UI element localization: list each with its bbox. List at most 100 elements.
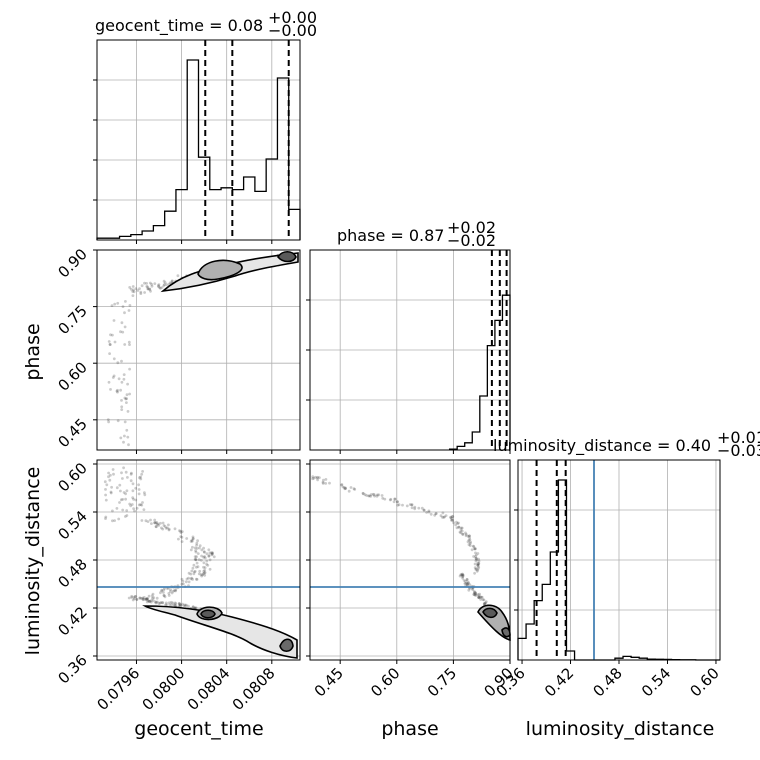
sample-point [154, 525, 158, 528]
sample-point [475, 558, 479, 562]
sample-point [113, 340, 117, 344]
sample-point [203, 566, 207, 570]
sample-point [113, 519, 116, 522]
y-axis-label-phase: phase [22, 323, 44, 380]
sample-point [361, 491, 365, 495]
sample-point [193, 570, 196, 574]
x-tick-label-luminosity-distance: 0.60 [686, 664, 722, 700]
sample-point [109, 473, 112, 477]
sample-point [194, 606, 198, 610]
sample-point [392, 500, 396, 504]
sample-point [380, 494, 384, 497]
sample-point [195, 543, 199, 547]
sample-point [176, 274, 180, 278]
sample-point [146, 287, 150, 291]
sample-point [205, 559, 209, 563]
sample-point [476, 593, 480, 596]
sample-point [169, 600, 173, 604]
sample-point [474, 556, 478, 560]
sample-point [125, 428, 129, 432]
sample-point [207, 554, 211, 558]
sample-point [126, 435, 130, 439]
sample-point [132, 290, 136, 294]
sample-point [139, 290, 143, 294]
sample-point [164, 603, 168, 607]
sample-point [395, 500, 399, 504]
sample-point [483, 602, 487, 605]
sample-point [124, 470, 128, 474]
sample-point [473, 593, 477, 597]
sample-point [180, 535, 184, 539]
sample-point [315, 476, 319, 480]
sample-point [143, 491, 146, 495]
sample-point [449, 516, 453, 519]
sample-point [474, 559, 478, 563]
sample-point [134, 287, 138, 290]
sample-point [185, 537, 189, 540]
sample-point [441, 516, 444, 519]
sample-point [167, 523, 170, 527]
sample-point [132, 288, 135, 292]
sample-point [321, 480, 325, 484]
sample-point [163, 281, 167, 284]
sample-point [139, 503, 143, 506]
sample-point [179, 603, 182, 607]
sample-point [340, 483, 344, 486]
sample-point [203, 573, 207, 577]
sample-point [162, 284, 166, 287]
sample-point [131, 285, 135, 288]
sample-point [119, 330, 122, 334]
sample-point [145, 597, 149, 600]
sample-point [193, 557, 197, 561]
sample-point [108, 352, 111, 355]
sample-point [162, 279, 166, 283]
sample-point [468, 536, 471, 540]
sample-point [144, 597, 148, 601]
sample-point [124, 515, 127, 518]
sample-point [471, 544, 475, 548]
sample-point [451, 518, 455, 522]
sample-point [181, 579, 185, 583]
sample-point [191, 545, 194, 549]
sample-point [417, 506, 421, 510]
sample-point [477, 561, 481, 565]
sample-point [468, 534, 471, 538]
sample-point [466, 582, 469, 586]
sample-point [200, 574, 204, 578]
sample-point [121, 508, 125, 512]
sample-point [466, 535, 470, 538]
sample-point [468, 542, 472, 545]
x-tick-label-phase: 0.60 [367, 664, 403, 700]
sample-point [185, 603, 188, 607]
sample-point [127, 309, 131, 312]
sample-point [111, 333, 114, 337]
sample-point [208, 567, 212, 571]
sample-point [108, 478, 112, 482]
sample-point [154, 600, 158, 604]
sample-point [143, 291, 147, 294]
sample-point [461, 532, 465, 536]
sample-point [131, 482, 135, 486]
sample-point [168, 603, 172, 607]
sample-point [461, 574, 465, 578]
sample-point [195, 547, 199, 550]
sample-point [472, 545, 476, 548]
sample-point [132, 497, 135, 501]
sample-point [322, 478, 325, 482]
sample-point [311, 477, 314, 481]
sample-point [122, 377, 126, 381]
sample-point [107, 471, 110, 475]
sample-point [202, 561, 206, 565]
sample-point [119, 498, 123, 502]
sample-point [161, 527, 165, 531]
sample-point [161, 601, 165, 605]
sample-point [150, 282, 154, 286]
y-tick-label-luminosity-distance: 0.42 [54, 603, 90, 639]
sample-point [191, 605, 195, 609]
sample-point [474, 568, 478, 571]
sample-point [205, 562, 209, 566]
sample-point [197, 558, 201, 562]
sample-point [143, 493, 147, 497]
y-tick-label-phase: 0.45 [54, 415, 90, 451]
